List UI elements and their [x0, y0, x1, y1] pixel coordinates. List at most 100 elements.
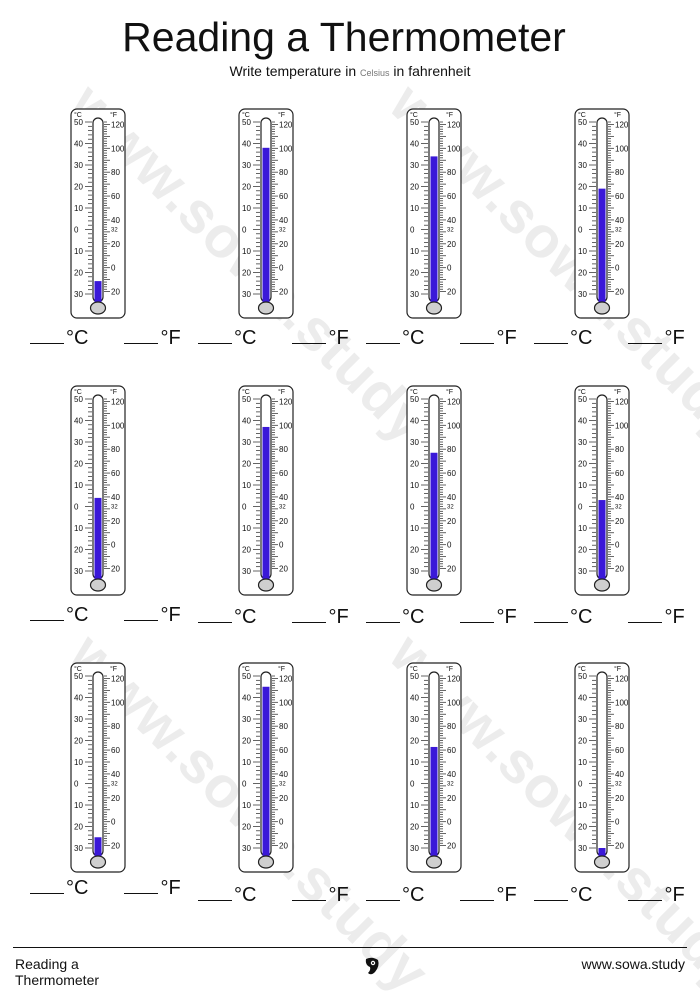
celsius-answer-blank[interactable]: [198, 884, 232, 901]
celsius-answer-blank[interactable]: [534, 327, 568, 344]
fahrenheit-tick-label: 32: [447, 505, 454, 511]
fahrenheit-answer-blank[interactable]: [124, 877, 159, 894]
fahrenheit-tick-label: 0: [447, 541, 452, 550]
fahrenheit-tick-label: 60: [111, 192, 120, 201]
fahrenheit-tick-label: 100: [447, 421, 461, 430]
fahrenheit-tick-label: 40: [615, 216, 624, 225]
fahrenheit-tick-label: 0: [111, 818, 116, 827]
celsius-tick-label: 20: [74, 737, 83, 746]
celsius-tick-label: 40: [242, 417, 251, 426]
fahrenheit-tick-label: 20: [615, 794, 624, 803]
fahrenheit-tick-label: 120: [615, 397, 629, 406]
fahrenheit-answer-blank[interactable]: [292, 327, 327, 344]
fahrenheit-unit-label: °F: [614, 111, 621, 119]
celsius-unit: °C: [402, 327, 425, 349]
celsius-tick-label: 40: [74, 694, 83, 703]
fahrenheit-answer-blank[interactable]: [124, 327, 159, 344]
fahrenheit-answer-blank[interactable]: [628, 884, 663, 901]
celsius-answer-blank[interactable]: [30, 877, 64, 894]
thermometer-card: °C °F 50 40 30 20 10 0 10 20 30 120 100 80 60 40 32 20 0 20: [70, 385, 220, 635]
fahrenheit-tick-label: 32: [111, 782, 118, 788]
celsius-answer-blank[interactable]: [198, 327, 232, 344]
celsius-answer-blank[interactable]: [366, 327, 400, 344]
fahrenheit-answer-blank[interactable]: [292, 606, 327, 623]
fahrenheit-tick-label: 100: [615, 144, 629, 153]
celsius-unit: °C: [402, 606, 425, 628]
fahrenheit-tick-label: 20: [111, 794, 120, 803]
celsius-tick-label: 10: [242, 758, 251, 767]
fahrenheit-unit: °F: [160, 327, 181, 349]
celsius-tick-label: 40: [242, 694, 251, 703]
mercury-column: [94, 497, 102, 581]
celsius-tick-label: 10: [74, 801, 83, 810]
fahrenheit-unit-label: °F: [446, 111, 453, 119]
fahrenheit-tick-label: 40: [279, 493, 288, 502]
celsius-tick-label: 30: [242, 438, 251, 447]
celsius-tick-label: 30: [74, 715, 83, 724]
fahrenheit-unit-label: °F: [614, 388, 621, 396]
fahrenheit-answer-blank[interactable]: [124, 604, 159, 621]
fahrenheit-tick-label: 60: [615, 469, 624, 478]
fahrenheit-tick-label: 20: [447, 842, 456, 851]
celsius-answer-blank[interactable]: [198, 606, 232, 623]
answer-row: °C °F: [30, 603, 200, 627]
fahrenheit-tick-label: 20: [279, 842, 288, 851]
celsius-unit: °C: [570, 327, 593, 349]
fahrenheit-tick-label: 60: [111, 469, 120, 478]
celsius-tick-label: 20: [578, 823, 587, 832]
fahrenheit-tick-label: 20: [447, 240, 456, 249]
fahrenheit-tick-label: 32: [279, 228, 286, 234]
celsius-answer-blank[interactable]: [366, 884, 400, 901]
fahrenheit-tick-label: 80: [615, 168, 624, 177]
celsius-tick-label: 30: [242, 567, 251, 576]
celsius-answer-blank[interactable]: [30, 327, 64, 344]
answer-row: °C °F: [534, 326, 700, 350]
fahrenheit-unit-label: °F: [446, 388, 453, 396]
fahrenheit-answer-blank[interactable]: [628, 327, 663, 344]
fahrenheit-unit-label: °F: [446, 665, 453, 673]
celsius-tick-label: 30: [410, 438, 419, 447]
celsius-tick-label: 10: [410, 801, 419, 810]
fahrenheit-tick-label: 20: [615, 288, 624, 297]
fahrenheit-answer-blank[interactable]: [460, 327, 495, 344]
thermometer-card: °C °F 50 40 30 20 10 0 10 20 30 120 100 80 60 40 32 20 0 20: [406, 108, 556, 358]
celsius-answer-blank[interactable]: [534, 606, 568, 623]
celsius-tick-label: 30: [578, 844, 587, 853]
celsius-tick-label: 50: [578, 118, 587, 127]
fahrenheit-tick-label: 20: [111, 517, 120, 526]
fahrenheit-tick-label: 100: [279, 698, 293, 707]
fahrenheit-unit-label: °F: [110, 665, 117, 673]
footer-url: www.sowa.study: [581, 956, 685, 972]
fahrenheit-tick-label: 80: [111, 168, 120, 177]
answer-row: °C °F: [366, 326, 536, 350]
thermometer-bulb: [257, 301, 275, 315]
fahrenheit-tick-label: 40: [111, 493, 120, 502]
celsius-tick-label: 50: [410, 118, 419, 127]
celsius-answer-blank[interactable]: [30, 604, 64, 621]
celsius-tick-label: 20: [242, 183, 251, 192]
fahrenheit-answer-blank[interactable]: [292, 884, 327, 901]
celsius-tick-label: 40: [74, 140, 83, 149]
answer-row: °C °F: [30, 876, 200, 900]
fahrenheit-tick-label: 0: [279, 264, 284, 273]
celsius-tick-label: 0: [74, 503, 79, 512]
answer-row: °C °F: [366, 883, 536, 907]
thermometer-card: °C °F 50 40 30 20 10 0 10 20 30 120 100 80 60 40 32 20 0 20: [70, 108, 220, 358]
fahrenheit-answer-blank[interactable]: [460, 606, 495, 623]
celsius-answer-blank[interactable]: [534, 884, 568, 901]
fahrenheit-unit: °F: [160, 877, 181, 899]
mercury-column: [598, 500, 606, 581]
celsius-tick-label: 40: [410, 694, 419, 703]
celsius-unit: °C: [234, 884, 257, 906]
fahrenheit-tick-label: 60: [279, 192, 288, 201]
fahrenheit-answer-blank[interactable]: [628, 606, 663, 623]
fahrenheit-tick-label: 20: [111, 288, 120, 297]
celsius-tick-label: 50: [242, 672, 251, 681]
celsius-tick-label: 30: [242, 290, 251, 299]
fahrenheit-answer-blank[interactable]: [460, 884, 495, 901]
fahrenheit-tick-label: 20: [615, 565, 624, 574]
fahrenheit-tick-label: 80: [447, 722, 456, 731]
celsius-answer-blank[interactable]: [366, 606, 400, 623]
